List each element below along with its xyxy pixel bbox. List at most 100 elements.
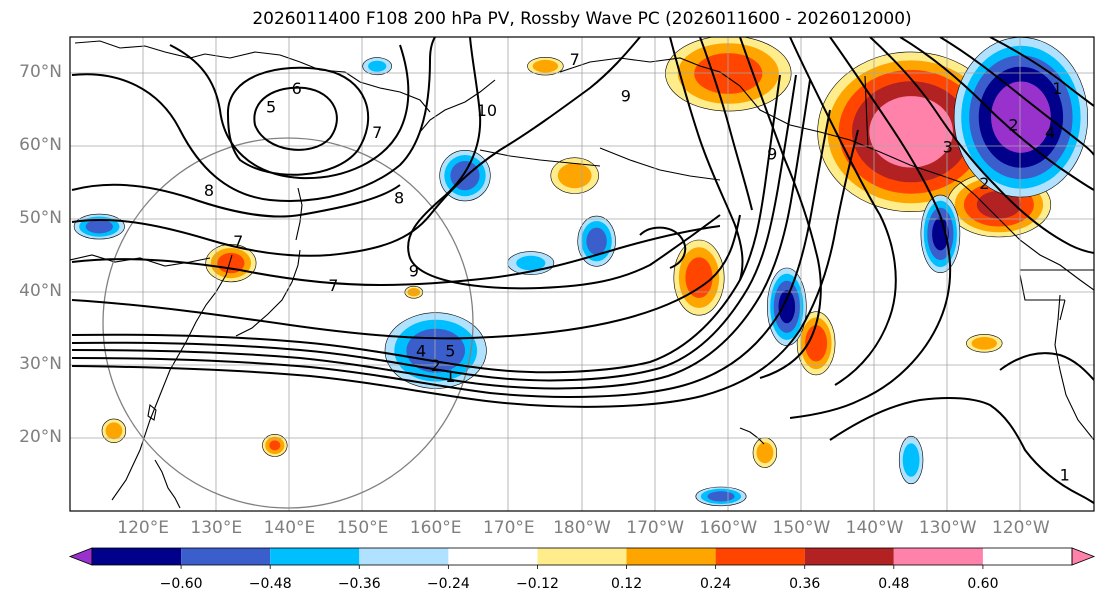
pv-contour-jet-4: [71, 109, 831, 398]
pc-level-neg0p24: [368, 60, 387, 72]
longitude-tick-label: 150°E: [336, 518, 389, 538]
contour-label: 5: [266, 97, 276, 116]
pv-contour-10: [407, 37, 721, 290]
pv-contour-ridge-c: [789, 37, 952, 419]
colorbar-tick-label: −0.60: [159, 576, 203, 592]
pc-level-neg0p36: [586, 227, 607, 255]
contour-label: 4: [1045, 123, 1055, 142]
longitude-tick-label: 130°E: [190, 518, 243, 538]
coastline-japan: [235, 249, 301, 337]
contour-label: 1: [1052, 79, 1062, 98]
pc-level-0p24: [756, 442, 774, 464]
colorbar-tick-label: −0.48: [248, 576, 292, 592]
colorbar-tick-label: 0.24: [700, 576, 732, 592]
pc-anomaly-negative: [953, 37, 1088, 198]
longitude-tick-label: 120°W: [991, 518, 1050, 538]
pc-level-neg0p48: [778, 290, 796, 324]
contour-label: 7: [570, 50, 580, 69]
pv-contour-east-d: [989, 37, 1094, 107]
colorbar-segment: [537, 548, 627, 565]
plot-frame: [69, 36, 1095, 512]
contour-label: 1: [1060, 466, 1070, 485]
pc-level-neg0p36: [707, 491, 735, 502]
pv-contour-8b: [71, 183, 401, 218]
pc-level-0p24: [105, 422, 123, 440]
pc-level-neg0p36: [85, 219, 113, 234]
pv-contour-9: [71, 37, 641, 257]
latitude-tick-label: 20°N: [19, 427, 62, 448]
contour-label: 8: [394, 188, 404, 207]
coastline-taiwan: [147, 403, 157, 421]
colorbar-outline: [91, 547, 1073, 566]
pv-contour-5: [253, 86, 338, 151]
pv-contour-6: [226, 66, 370, 176]
latitude-tick-label: 50°N: [19, 208, 62, 229]
longitude-tick-label: 170°W: [626, 518, 685, 538]
colorbar-segment: [448, 548, 538, 565]
pc-anomaly-positive: [205, 244, 257, 283]
longitude-tick-label: 170°E: [482, 518, 535, 538]
pv-contour-7-west: [169, 44, 410, 180]
pv-contour-jet-6: [71, 214, 741, 340]
latitude-tick-label: 40°N: [19, 281, 62, 302]
pc-level-0p48: [976, 190, 1022, 219]
pc-level-neg0p24: [902, 443, 920, 477]
coastline-hawaii: [739, 427, 765, 445]
colorbar-tick-label: 0.12: [610, 576, 643, 592]
pv-contour-low-lat-a: [829, 396, 1094, 504]
pc-level-neg0p6: [991, 81, 1051, 153]
colorbar-segment: [92, 548, 182, 565]
latitude-tick-label: 70°N: [19, 62, 62, 83]
pc-level-0p24: [557, 163, 592, 189]
colorbar-segment: [715, 548, 805, 565]
coastline-sakhalin: [295, 187, 303, 241]
colorbar-tick-label: −0.36: [337, 576, 381, 592]
pv-contour-east-c: [939, 37, 1094, 156]
pc-anomaly-positive: [262, 433, 288, 457]
contour-label: 6: [292, 79, 302, 98]
pc-anomaly-negative: [73, 213, 125, 240]
pc-anomaly-positive: [550, 157, 599, 194]
contour-label: 2: [979, 174, 989, 193]
contour-label: 4: [416, 342, 426, 361]
pc-anomaly-positive: [673, 239, 725, 316]
pv-contour-ridge-b: [789, 37, 897, 386]
colorbar-tick-label: 0.36: [789, 576, 821, 592]
pc-level-0p36: [269, 440, 281, 451]
contour-label: 7: [328, 276, 338, 295]
pc-anomaly-negative: [362, 57, 393, 76]
pc-anomaly-positive: [527, 56, 564, 76]
pv-contour-8: [71, 37, 436, 202]
pv-contour-east-b: [899, 37, 1094, 191]
contour-label: 9: [621, 86, 631, 105]
pv-contour-trough-b: [699, 37, 753, 211]
contour-label: 8: [204, 181, 214, 200]
pv-contour-jet-2: [71, 74, 797, 382]
pc-anomaly-negative: [766, 267, 807, 346]
colorbar-tick-label: −0.12: [516, 576, 559, 592]
pc-anomaly-negative: [920, 194, 961, 273]
pc-anomaly-positive: [101, 418, 127, 443]
coastline-aleutians: [479, 149, 601, 167]
colorbar: [68, 547, 1096, 569]
pc-anomaly-negative: [898, 435, 924, 485]
pc-anomaly-negative: [577, 215, 616, 267]
coastline-alaska-peninsula: [599, 147, 721, 181]
contour-label: 7: [372, 123, 382, 142]
contour-label: 9: [767, 145, 777, 164]
pc-anomaly-positive: [966, 334, 1003, 353]
contour-label: 2: [1008, 116, 1018, 135]
pv-contour-dip: [639, 226, 687, 269]
contour-label: 3: [943, 137, 953, 156]
contour-label: 7: [233, 232, 243, 251]
pc-level-0p36: [805, 325, 828, 362]
pv-contour-low-lat-b: [999, 352, 1094, 381]
reference-circle: [102, 137, 474, 509]
longitude-tick-label: 160°W: [699, 518, 758, 538]
longitude-tick-label: 140°W: [845, 518, 904, 538]
coastlines: [70, 40, 1094, 509]
contour-label: 2: [431, 356, 441, 375]
